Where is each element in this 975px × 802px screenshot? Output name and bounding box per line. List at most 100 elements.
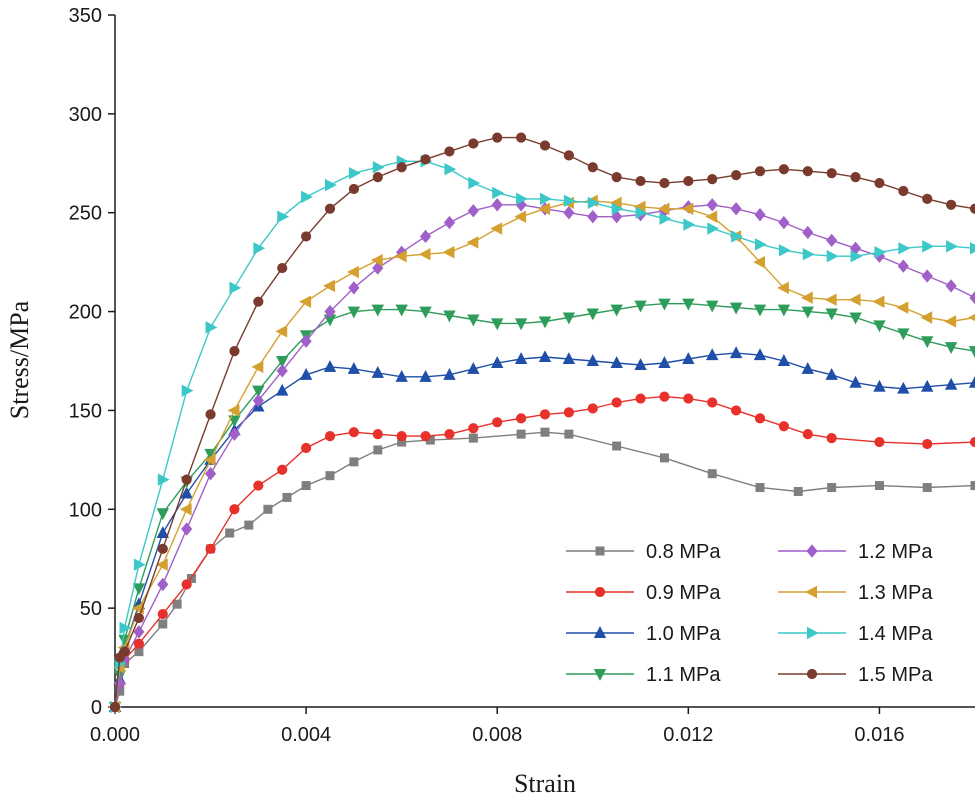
data-point — [611, 172, 622, 183]
data-point — [133, 558, 146, 571]
legend-marker — [593, 626, 607, 639]
data-point — [539, 192, 552, 206]
data-point — [468, 433, 478, 443]
data-point — [945, 279, 957, 293]
data-point — [420, 154, 431, 165]
data-point — [778, 421, 789, 432]
data-point — [299, 295, 312, 308]
data-point — [516, 192, 528, 206]
data-point — [443, 367, 456, 380]
data-point — [659, 391, 670, 402]
y-tick-label: 150 — [69, 400, 102, 422]
data-point — [538, 350, 552, 363]
data-point — [707, 174, 718, 185]
data-point — [586, 354, 599, 367]
data-point — [729, 302, 743, 315]
data-point — [922, 483, 932, 493]
data-point — [133, 638, 144, 649]
data-point — [155, 558, 168, 571]
data-point — [683, 175, 694, 187]
data-point — [850, 250, 863, 263]
data-point — [706, 300, 719, 313]
data-point — [181, 522, 193, 536]
data-point — [610, 356, 623, 368]
data-point — [897, 381, 910, 394]
data-point — [922, 240, 935, 253]
data-point — [491, 198, 503, 212]
series-1_1-MPa — [108, 298, 975, 714]
data-point — [897, 259, 909, 273]
data-point — [492, 417, 503, 428]
data-point — [826, 433, 837, 444]
data-point — [802, 166, 813, 177]
data-point — [802, 225, 814, 240]
data-point — [253, 242, 266, 255]
data-point — [611, 202, 624, 215]
data-point — [825, 308, 838, 321]
data-point — [444, 429, 455, 440]
data-point — [777, 304, 791, 317]
data-point — [802, 248, 815, 261]
data-point — [707, 222, 720, 235]
data-point — [468, 138, 479, 149]
legend-marker — [594, 586, 606, 598]
data-point — [826, 250, 839, 263]
legend-entry: 1.1 MPa — [566, 664, 721, 686]
data-point — [276, 383, 289, 396]
data-point — [563, 194, 576, 208]
data-point — [753, 255, 766, 269]
data-point — [850, 172, 861, 183]
data-point — [946, 199, 957, 210]
legend-label: 1.2 MPa — [858, 541, 933, 563]
data-point — [204, 467, 217, 481]
data-point — [395, 369, 408, 382]
data-point — [180, 486, 193, 499]
data-point — [826, 233, 838, 248]
data-point — [373, 445, 383, 455]
data-point — [922, 438, 933, 450]
data-point — [370, 253, 383, 267]
data-point — [873, 379, 886, 392]
data-point — [731, 405, 742, 416]
data-point — [874, 481, 884, 491]
data-point — [347, 265, 359, 279]
data-point — [538, 202, 551, 215]
legend-entry: 1.3 MPa — [778, 582, 933, 604]
data-point — [802, 429, 813, 440]
data-point — [275, 325, 288, 338]
data-point — [921, 269, 933, 283]
data-point — [276, 355, 289, 368]
data-point — [800, 291, 813, 304]
data-point — [706, 198, 718, 212]
data-point — [443, 215, 456, 230]
data-point — [611, 397, 622, 408]
data-point — [538, 316, 552, 329]
data-point — [706, 348, 719, 361]
x-tick-label: 0.008 — [472, 724, 522, 746]
data-point — [348, 183, 359, 195]
data-point — [492, 186, 505, 200]
data-point — [634, 358, 647, 370]
y-tick-label: 250 — [69, 203, 102, 225]
data-point — [874, 436, 885, 448]
x-tick-label: 0.004 — [281, 724, 331, 746]
data-point — [968, 375, 975, 388]
series-layer — [108, 132, 975, 714]
data-point — [181, 384, 194, 397]
data-point — [969, 436, 975, 448]
data-point — [897, 328, 910, 341]
data-point — [777, 281, 789, 295]
data-point — [562, 312, 576, 325]
data-point — [301, 481, 311, 491]
data-point — [157, 473, 170, 486]
data-point — [827, 483, 837, 493]
data-point — [659, 453, 669, 463]
data-point — [968, 346, 975, 358]
data-point — [467, 204, 479, 218]
data-point — [491, 356, 504, 368]
data-point — [539, 409, 551, 420]
data-point — [490, 222, 503, 235]
data-point — [944, 342, 958, 355]
data-point — [682, 352, 695, 365]
